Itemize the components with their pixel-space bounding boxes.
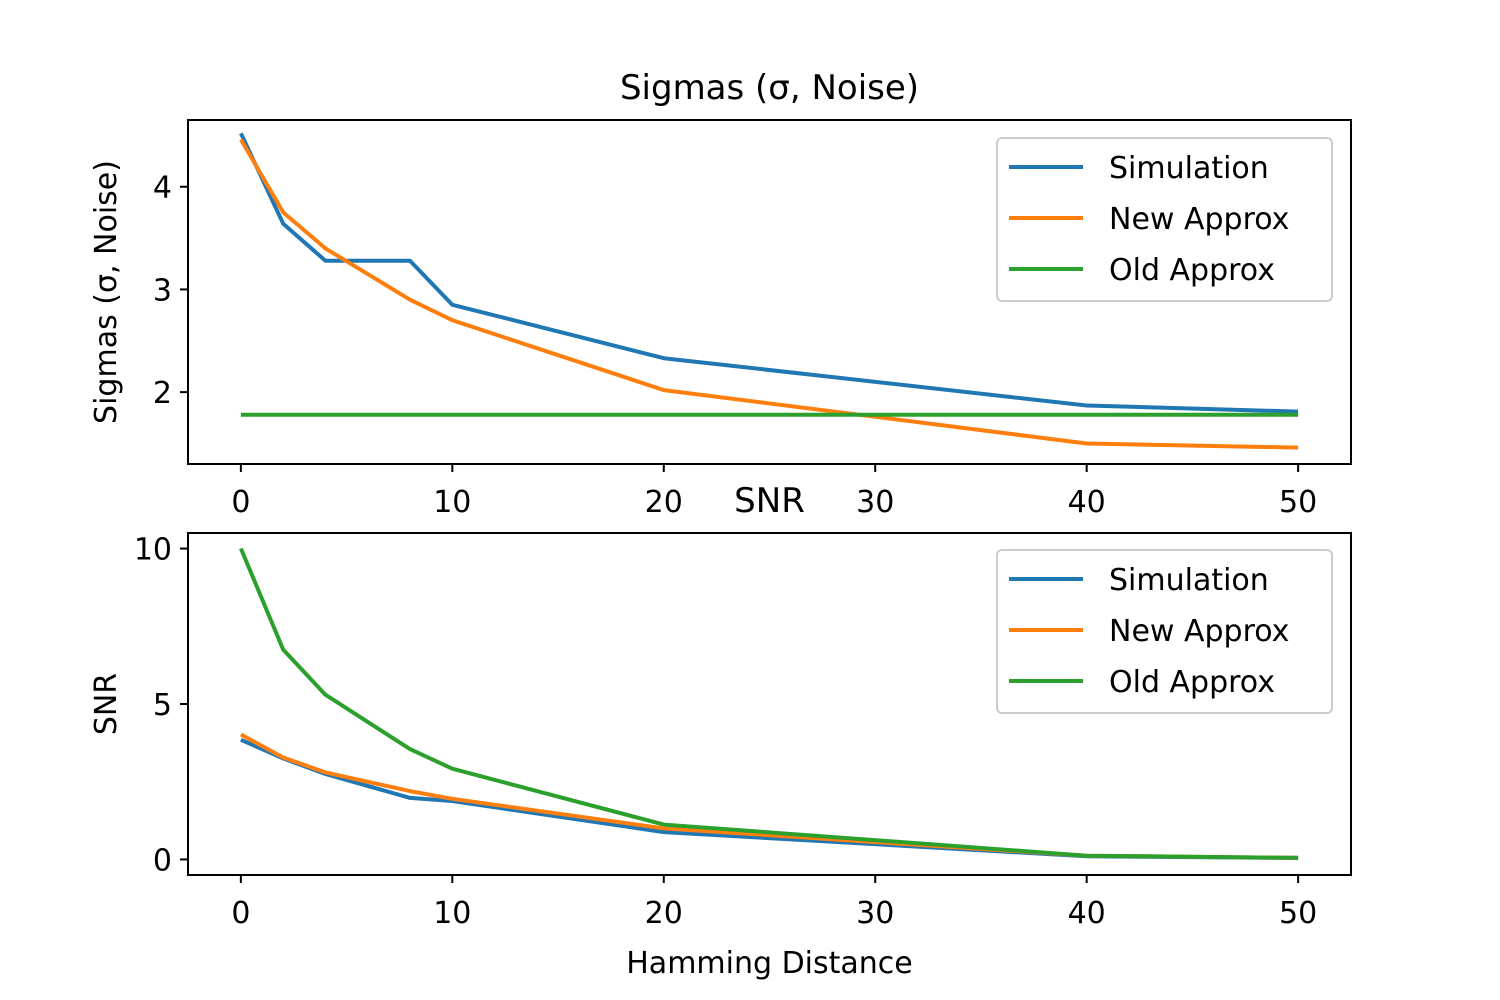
x-tick-label: 20 bbox=[645, 485, 683, 520]
y-axis-label: SNR bbox=[89, 673, 124, 735]
x-tick-label: 0 bbox=[231, 485, 250, 520]
legend-entry: New Approx bbox=[1109, 202, 1289, 237]
x-tick-label: 30 bbox=[856, 485, 894, 520]
x-axis-label: Hamming Distance bbox=[626, 946, 913, 981]
x-tick-label: 10 bbox=[433, 896, 471, 931]
y-tick-label: 0 bbox=[153, 843, 172, 878]
legend: Simulation New Approx Old Approx bbox=[996, 137, 1333, 302]
series-line-simulation bbox=[240, 737, 1299, 860]
chart-title: SNR bbox=[734, 481, 805, 521]
legend-entry: Old Approx bbox=[1109, 665, 1275, 700]
x-tick-label: 50 bbox=[1279, 896, 1317, 931]
series-line-old-approx bbox=[239, 547, 1299, 860]
series-line-new-approx bbox=[239, 138, 1299, 450]
legend: Simulation New Approx Old Approx bbox=[996, 549, 1333, 714]
legend-entry: New Approx bbox=[1109, 614, 1289, 649]
legend-entry: Old Approx bbox=[1109, 253, 1275, 288]
y-axis-label: Sigmas (σ, Noise) bbox=[89, 160, 124, 424]
y-tick-label: 10 bbox=[134, 533, 172, 568]
y-tick-label: 5 bbox=[153, 688, 172, 723]
y-tick-label: 3 bbox=[153, 273, 172, 308]
chart-title: Sigmas (σ, Noise) bbox=[620, 68, 919, 108]
y-tick-label: 4 bbox=[153, 171, 172, 206]
plot-frame bbox=[187, 119, 1352, 465]
x-tick-label: 40 bbox=[1068, 896, 1106, 931]
legend-box bbox=[996, 549, 1333, 714]
y-tick-label: 2 bbox=[153, 376, 172, 411]
x-tick-label: 10 bbox=[433, 485, 471, 520]
x-tick-label: 0 bbox=[231, 896, 250, 931]
legend-entry: Simulation bbox=[1109, 151, 1269, 186]
chart-panel-1: Simulation New Approx Old Approx bbox=[180, 119, 1352, 472]
x-tick-label: 50 bbox=[1279, 485, 1317, 520]
x-tick-label: 20 bbox=[645, 896, 683, 931]
series-line-simulation bbox=[239, 132, 1299, 414]
chart-panel-2: Simulation New Approx Old Approx bbox=[180, 532, 1352, 883]
legend-entry: Simulation bbox=[1109, 563, 1269, 598]
legend-box bbox=[996, 137, 1333, 302]
x-tick-label: 40 bbox=[1068, 485, 1106, 520]
x-tick-label: 30 bbox=[856, 896, 894, 931]
